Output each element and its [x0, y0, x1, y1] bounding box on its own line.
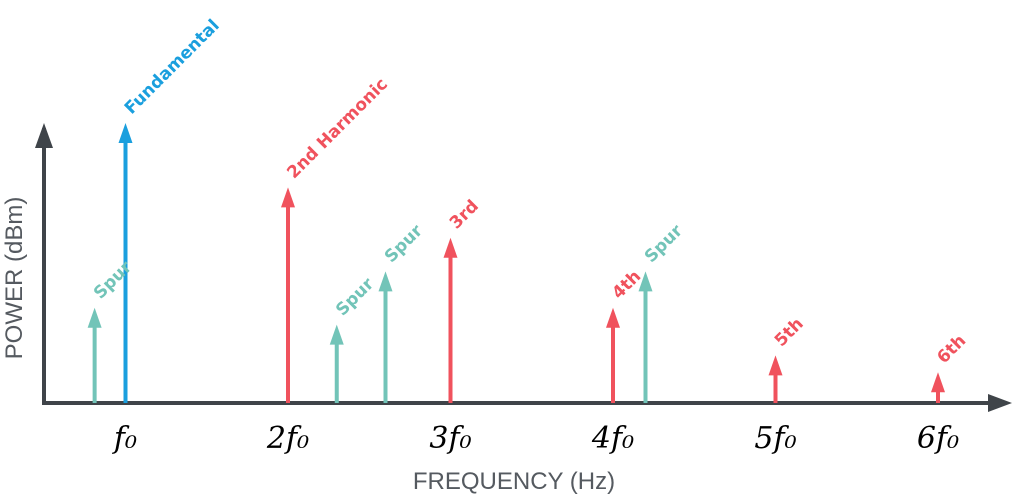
spectral-line-arrowhead: [281, 187, 295, 208]
x-tick-label: 3f₀: [429, 421, 471, 456]
spectral-line-spur: Spur: [378, 221, 427, 403]
x-axis-title: FREQUENCY (Hz): [413, 468, 615, 495]
x-tick-label: 4f₀: [591, 421, 634, 456]
spectral-line-label: Spur: [381, 221, 427, 267]
spectral-line-label: Spur: [90, 257, 136, 303]
y-axis-title: POWER (dBm): [1, 197, 28, 360]
spectral-line-fundamental: Fundamental: [118, 16, 224, 403]
spectral-line-label: Spur: [641, 221, 687, 267]
spectral-line-6th: 6th: [931, 331, 970, 403]
spectral-line-label: 6th: [933, 331, 970, 368]
spectral-line-arrowhead: [931, 372, 945, 393]
spectral-line-3rd: 3rd: [443, 196, 483, 403]
x-tick-label: f₀: [112, 421, 137, 456]
spectral-line-5th: 5th: [768, 314, 808, 403]
spectral-line-4th: 4th: [606, 267, 645, 403]
x-axis-arrowhead: [988, 394, 1012, 412]
y-axis-arrowhead: [35, 123, 53, 148]
x-tick-label: 2f₀: [266, 421, 309, 456]
spectral-line-label: Spur: [332, 274, 378, 320]
spectral-line-arrowhead: [768, 355, 783, 376]
x-tick-label: 6f₀: [917, 421, 959, 456]
spectral-line-arrowhead: [378, 271, 393, 292]
spectral-line-arrowhead: [606, 307, 620, 328]
spectral-line-label: Fundamental: [121, 16, 224, 119]
spectral-line-arrowhead: [118, 123, 133, 143]
spectral-line-label: 5th: [771, 314, 808, 351]
spectral-line-spur: Spur: [638, 221, 687, 403]
spectral-line-spur: Spur: [87, 257, 136, 403]
spectral-line-arrowhead: [638, 271, 653, 292]
spectral-line-label: 4th: [608, 267, 645, 304]
spectral-line-arrowhead: [329, 324, 344, 345]
spectral-line-label: 3rd: [446, 196, 483, 233]
spectral-line-label: 2nd Harmonic: [283, 74, 392, 183]
x-tick-labels: f₀ 2f₀ 3f₀ 4f₀ 5f₀ 6f₀: [112, 421, 959, 456]
x-tick-label: 5f₀: [754, 421, 796, 456]
spectral-line-arrowhead: [87, 307, 102, 328]
spectral-line-spur: Spur: [329, 274, 378, 403]
spectral-line-arrowhead: [443, 237, 458, 258]
